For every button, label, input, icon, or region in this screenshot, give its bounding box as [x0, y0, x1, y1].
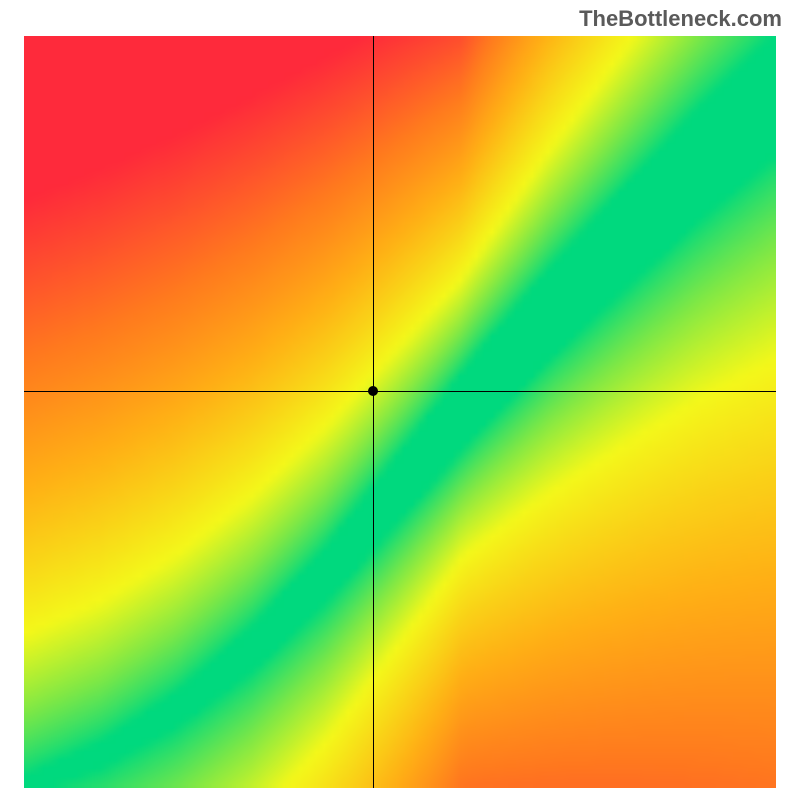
watermark-text: TheBottleneck.com	[579, 6, 782, 32]
selection-marker	[368, 386, 378, 396]
crosshair-horizontal	[24, 391, 776, 392]
crosshair-vertical	[373, 36, 374, 788]
bottleneck-heatmap	[24, 36, 776, 788]
heatmap-canvas	[24, 36, 776, 788]
